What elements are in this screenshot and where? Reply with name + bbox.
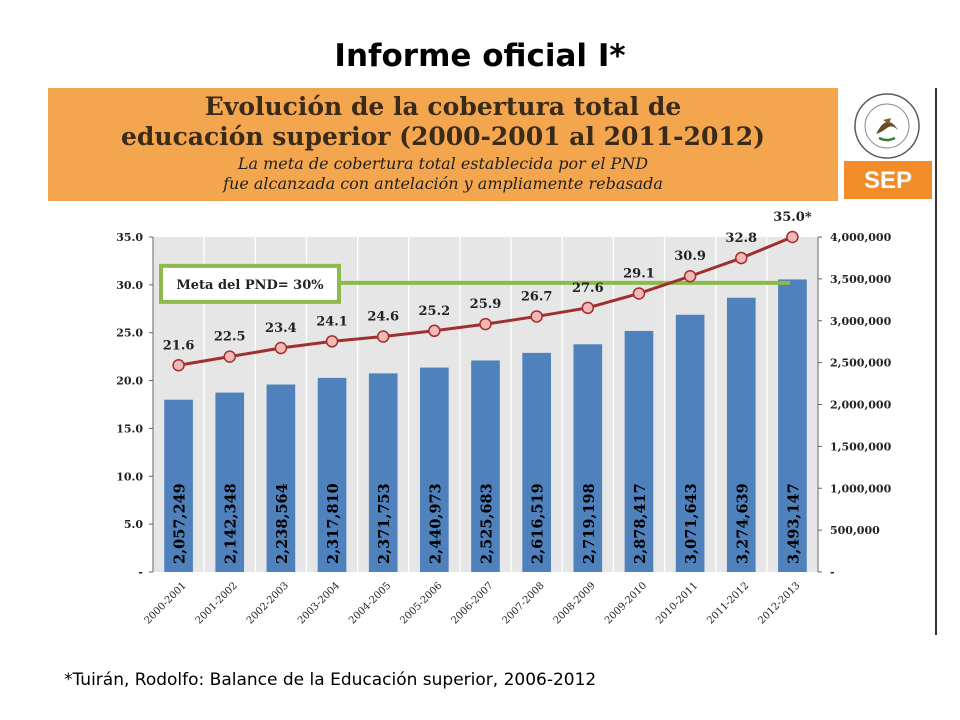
coverage-label: 25.2 bbox=[419, 304, 451, 319]
coverage-label: 24.6 bbox=[367, 310, 399, 325]
coverage-point bbox=[581, 301, 595, 315]
coverage-point bbox=[172, 359, 185, 372]
category-label: 2011-2012 bbox=[705, 580, 751, 626]
bar-value-label: 2,525,683 bbox=[479, 483, 496, 564]
banner-title-line2: educación superior (2000-2001 al 2011-20… bbox=[121, 122, 765, 151]
coverage-label: 29.1 bbox=[623, 266, 655, 281]
category-label: 2010-2011 bbox=[654, 580, 700, 626]
banner-subtitle-line1: La meta de cobertura total establecida p… bbox=[237, 154, 649, 173]
bar-value-label: 3,493,147 bbox=[785, 483, 802, 564]
bar-value-label: 2,317,810 bbox=[325, 483, 342, 564]
coverage-point bbox=[325, 335, 339, 348]
coverage-point bbox=[786, 230, 799, 244]
bar bbox=[778, 279, 807, 572]
coverage-point bbox=[376, 330, 390, 343]
coverage-point bbox=[735, 251, 748, 265]
bar bbox=[573, 344, 603, 572]
right-axis-tick-label: 3,500,000 bbox=[830, 273, 892, 286]
left-axis-tick-label: 30.0 bbox=[116, 279, 143, 292]
sep-label: SEP bbox=[863, 167, 913, 194]
bar bbox=[624, 330, 654, 572]
bar-value-label: 3,071,643 bbox=[683, 483, 700, 564]
category-label: 2008-2009 bbox=[552, 580, 598, 626]
coverage-label: 27.6 bbox=[572, 281, 604, 296]
category-label: 2009-2010 bbox=[603, 580, 649, 626]
category-label: 2005-2006 bbox=[398, 580, 444, 626]
right-axis-tick-label: 1,000,000 bbox=[830, 482, 892, 495]
category-label: 2012-2013 bbox=[756, 580, 802, 626]
bar-value-label: 2,719,198 bbox=[581, 483, 598, 564]
left-axis-tick-label: 20.0 bbox=[116, 375, 143, 388]
left-axis-tick-label: - bbox=[138, 566, 143, 579]
bar-value-label: 2,878,417 bbox=[632, 483, 649, 564]
category-label: 2002-2003 bbox=[245, 580, 291, 626]
slide-frame-edge bbox=[935, 88, 937, 635]
bar bbox=[164, 399, 193, 572]
bar-value-label: 2,371,753 bbox=[376, 483, 393, 564]
right-axis-tick-label: 4,000,000 bbox=[830, 231, 892, 244]
banner-subtitle-line2: fue alcanzada con antelación y ampliamen… bbox=[223, 174, 663, 193]
coverage-chart: - 5.0 10.0 15.0 20.0 25.0 30.0 35.0 - 500,000 1,00… bbox=[116, 210, 892, 627]
bar bbox=[471, 360, 500, 572]
category-label: 2004-2005 bbox=[347, 580, 393, 626]
coverage-point bbox=[223, 350, 236, 363]
bar bbox=[368, 373, 398, 572]
coverage-point bbox=[479, 317, 492, 331]
right-axis-tick-label: 3,000,000 bbox=[830, 315, 892, 328]
sep-logo: SEP bbox=[838, 88, 935, 201]
category-label: 2001-2002 bbox=[194, 580, 240, 626]
coverage-label: 30.9 bbox=[674, 249, 706, 264]
coverage-label: 21.6 bbox=[163, 338, 195, 353]
category-label: 2007-2008 bbox=[501, 580, 547, 626]
coverage-label: 25.9 bbox=[470, 297, 502, 312]
coverage-label: 35.0* bbox=[773, 210, 812, 225]
bar bbox=[266, 384, 296, 572]
coverage-label: 32.8 bbox=[725, 231, 757, 246]
coverage-label: 22.5 bbox=[214, 330, 246, 345]
category-label: 2006-2007 bbox=[449, 580, 495, 626]
left-axis-tick-label: 5.0 bbox=[124, 518, 143, 531]
coverage-point bbox=[530, 310, 543, 323]
bar bbox=[726, 297, 756, 572]
chart-banner: Evolución de la cobertura total de educa… bbox=[48, 88, 838, 201]
bar-value-label: 2,616,519 bbox=[530, 483, 547, 564]
right-axis-tick-label: 1,500,000 bbox=[830, 440, 892, 453]
slide-title: Informe oficial I* bbox=[334, 38, 626, 74]
bar bbox=[675, 314, 705, 572]
coverage-label: 26.7 bbox=[521, 289, 553, 304]
bar-value-label: 3,274,639 bbox=[734, 483, 751, 564]
coverage-point bbox=[428, 324, 441, 338]
mexican-seal-icon bbox=[854, 93, 920, 159]
goal-label: Meta del PND= 30% bbox=[176, 278, 324, 293]
chart-area: - 5.0 10.0 15.0 20.0 25.0 30.0 35.0 - 500,000 1,00… bbox=[48, 201, 936, 635]
right-axis-tick-label: 2,000,000 bbox=[830, 399, 892, 412]
footnote: *Tuirán, Rodolfo: Balance de la Educació… bbox=[64, 670, 597, 690]
bar-value-label: 2,440,973 bbox=[427, 483, 444, 564]
coverage-point bbox=[683, 269, 697, 283]
left-axis-tick-label: 10.0 bbox=[116, 470, 143, 483]
bar bbox=[215, 392, 245, 572]
left-axis-tick-label: 15.0 bbox=[116, 422, 143, 435]
banner-title-line1: Evolución de la cobertura total de bbox=[204, 92, 682, 121]
coverage-label: 24.1 bbox=[316, 314, 348, 329]
right-axis-tick-label: 500,000 bbox=[830, 524, 880, 537]
bar bbox=[317, 377, 347, 572]
category-label: 2003-2004 bbox=[296, 580, 342, 626]
bar-value-label: 2,142,348 bbox=[223, 483, 240, 564]
coverage-point bbox=[632, 287, 646, 300]
coverage-point bbox=[274, 341, 288, 355]
bar-value-label: 2,238,564 bbox=[274, 483, 291, 564]
bar bbox=[522, 352, 551, 572]
bar bbox=[420, 367, 449, 572]
left-axis-tick-label: 35.0 bbox=[116, 231, 143, 244]
left-axis-tick-label: 25.0 bbox=[116, 327, 143, 340]
right-axis-tick-label: 2,500,000 bbox=[830, 357, 892, 370]
sep-label-bar: SEP bbox=[844, 161, 932, 199]
coverage-label: 23.4 bbox=[265, 321, 297, 336]
goal-box bbox=[159, 263, 341, 304]
bar-value-label: 2,057,249 bbox=[172, 483, 189, 564]
right-axis-tick-label: - bbox=[830, 566, 835, 579]
category-label: 2000-2001 bbox=[143, 580, 189, 626]
